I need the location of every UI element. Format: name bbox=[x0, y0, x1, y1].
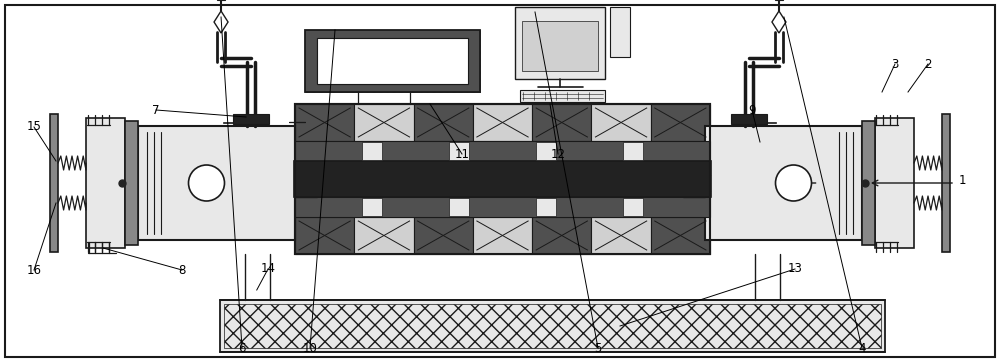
Bar bbox=[138, 126, 295, 240]
Bar bbox=[651, 104, 710, 141]
Bar bbox=[591, 217, 651, 254]
Bar bbox=[362, 198, 382, 216]
Bar bbox=[50, 114, 58, 252]
Bar bbox=[862, 121, 875, 245]
Text: 15: 15 bbox=[27, 121, 41, 134]
Bar bbox=[610, 7, 630, 57]
Bar bbox=[295, 217, 354, 254]
Bar bbox=[520, 90, 605, 102]
Bar bbox=[623, 198, 643, 216]
Bar bbox=[875, 118, 914, 248]
Bar bbox=[623, 142, 643, 160]
Text: 2: 2 bbox=[924, 58, 932, 71]
Bar bbox=[536, 198, 556, 216]
Bar bbox=[473, 104, 532, 141]
Text: 10: 10 bbox=[303, 341, 317, 354]
Text: 14: 14 bbox=[260, 262, 276, 275]
Text: 8: 8 bbox=[178, 264, 186, 277]
Bar bbox=[473, 217, 532, 254]
Bar bbox=[305, 30, 480, 92]
Text: 11: 11 bbox=[454, 147, 470, 160]
Bar bbox=[414, 104, 473, 141]
Bar bbox=[705, 126, 862, 240]
Bar bbox=[220, 300, 885, 352]
Bar bbox=[354, 104, 414, 141]
Bar bbox=[86, 118, 125, 248]
Text: 4: 4 bbox=[858, 341, 866, 354]
Polygon shape bbox=[214, 11, 228, 33]
Text: 3: 3 bbox=[891, 58, 899, 71]
Bar bbox=[295, 169, 317, 197]
Circle shape bbox=[188, 165, 224, 201]
Bar bbox=[515, 7, 605, 79]
Text: 1: 1 bbox=[958, 174, 966, 188]
Bar bbox=[414, 217, 473, 254]
Bar bbox=[591, 104, 651, 141]
Bar bbox=[295, 197, 710, 217]
Bar bbox=[125, 121, 138, 245]
Bar bbox=[295, 141, 710, 161]
Text: 5: 5 bbox=[594, 341, 602, 354]
Text: 6: 6 bbox=[238, 341, 246, 354]
Bar bbox=[683, 169, 705, 197]
Bar bbox=[532, 104, 591, 141]
Bar bbox=[295, 104, 710, 254]
Text: 13: 13 bbox=[788, 262, 802, 275]
Bar bbox=[522, 21, 598, 71]
Bar bbox=[354, 217, 414, 254]
Text: 12: 12 bbox=[550, 147, 566, 160]
Bar bbox=[233, 114, 269, 124]
Circle shape bbox=[776, 165, 812, 201]
Bar bbox=[224, 304, 881, 348]
Text: 16: 16 bbox=[26, 264, 42, 277]
Bar bbox=[295, 104, 354, 141]
Polygon shape bbox=[772, 11, 786, 33]
Bar bbox=[362, 142, 382, 160]
Bar bbox=[449, 198, 469, 216]
Bar bbox=[317, 38, 468, 84]
Bar bbox=[532, 217, 591, 254]
Bar bbox=[731, 114, 767, 124]
Bar bbox=[305, 30, 480, 92]
Bar bbox=[942, 114, 950, 252]
Bar bbox=[294, 161, 711, 197]
Bar bbox=[449, 142, 469, 160]
Bar bbox=[536, 142, 556, 160]
Bar bbox=[651, 217, 710, 254]
Text: 9: 9 bbox=[748, 104, 756, 117]
Text: 7: 7 bbox=[152, 104, 160, 117]
Bar bbox=[317, 38, 468, 84]
Bar bbox=[295, 104, 710, 254]
